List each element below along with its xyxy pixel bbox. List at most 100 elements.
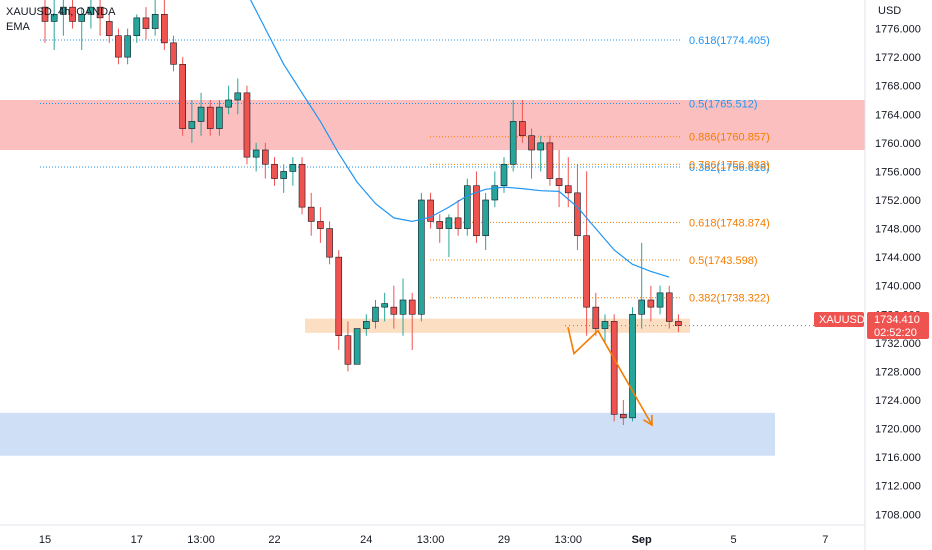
price-tick-label: 1760.000 — [875, 138, 921, 150]
price-tick-label: 1776.000 — [875, 24, 921, 36]
candle-body — [546, 142, 554, 179]
price-axis-currency-label: USD — [878, 5, 901, 17]
candle-body — [307, 206, 315, 222]
candle-body — [69, 6, 76, 22]
time-tick-label: Sep — [632, 534, 652, 546]
candle-body — [436, 221, 444, 229]
fib-label: 0.5(1765.512) — [689, 98, 758, 110]
current-price-badge: XAUUSD 1734.410 02:52:20 — [565, 312, 929, 339]
candle-body — [262, 149, 269, 165]
time-tick-label: 22 — [268, 534, 280, 546]
candle-body — [665, 292, 673, 322]
time-axis[interactable]: 15 17 13:00 22 24 13:00 29 13:00 Sep 5 7 — [39, 534, 828, 546]
price-tick-label: 1720.000 — [875, 424, 921, 436]
price-badge-value-bg — [867, 312, 929, 339]
price-tick-label: 1748.000 — [875, 224, 921, 236]
time-tick-label: 13:00 — [187, 534, 215, 546]
candle-body — [675, 321, 682, 326]
candle-body — [418, 199, 425, 315]
indicator-label-ema[interactable]: EMA — [6, 21, 30, 33]
candle-body — [280, 171, 287, 179]
fib-label: 0.886(1760.857) — [689, 132, 770, 144]
candle-body — [60, 6, 67, 15]
candle-body — [583, 235, 590, 308]
symbol-info: XAUUSD, 4h, OANDA — [6, 6, 116, 18]
price-tick-label: 1724.000 — [875, 395, 921, 407]
candle-body — [317, 221, 324, 229]
candle-body — [427, 199, 434, 222]
price-axis[interactable]: 1776.000 1772.000 1768.000 1764.000 1760.000… — [875, 24, 921, 522]
time-tick-label: 5 — [730, 534, 736, 546]
price-tick-label: 1752.000 — [875, 195, 921, 207]
candle-body — [445, 217, 453, 229]
price-tick-label: 1740.000 — [875, 281, 921, 293]
candle-body — [454, 217, 462, 229]
candle-body — [115, 35, 122, 58]
candle-body — [188, 121, 196, 129]
candle-body — [271, 163, 278, 179]
candle-body — [592, 306, 600, 329]
time-tick-label: 13:00 — [417, 534, 445, 546]
resistance-zone — [0, 100, 865, 150]
price-tick-label: 1712.000 — [875, 481, 921, 493]
candle-body — [179, 63, 186, 129]
price-badge-symbol: XAUUSD — [819, 314, 865, 326]
candle-body — [362, 321, 370, 329]
candle-body — [225, 99, 232, 108]
candle-body — [555, 178, 563, 187]
candle-body — [629, 313, 636, 419]
candle-body — [41, 6, 49, 22]
fib-levels: 0.618(1774.405) 0.5(1765.512) 0.382(1756.6… — [40, 35, 770, 305]
candle-body — [528, 135, 535, 151]
candle-body — [353, 328, 361, 365]
candle-body — [335, 256, 343, 337]
candle-body — [473, 185, 480, 237]
candle-body — [298, 163, 306, 208]
candle-body — [381, 303, 388, 308]
candle-body — [289, 163, 297, 172]
candle-body — [161, 13, 168, 44]
candle-body — [519, 121, 526, 137]
candles-layer — [41, 0, 682, 425]
candle-body — [96, 6, 104, 19]
fib-label: 0.5(1743.598) — [689, 255, 758, 267]
candle-body — [170, 42, 177, 65]
candle-body — [537, 142, 545, 151]
candle-body — [399, 299, 407, 315]
time-tick-label: 7 — [822, 534, 828, 546]
time-tick-label: 13:00 — [554, 534, 582, 546]
candle-body — [647, 299, 655, 308]
candle-body — [482, 199, 489, 237]
candle-body — [151, 13, 159, 29]
projection-arrow-path — [567, 326, 653, 426]
candle-body — [216, 106, 223, 129]
price-tick-label: 1716.000 — [875, 452, 921, 464]
candle-body — [509, 121, 517, 165]
projection-arrow-head — [643, 414, 653, 427]
candle-body — [197, 106, 205, 122]
candle-body — [500, 163, 508, 187]
price-badge-value: 1734.410 — [874, 314, 920, 326]
support-zone — [0, 412, 775, 456]
candle-body — [87, 6, 95, 15]
price-tick-label: 1764.000 — [875, 109, 921, 121]
candle-body — [234, 92, 242, 101]
candle-body — [372, 306, 379, 322]
candle-body — [142, 17, 150, 29]
ema-layer — [249, 0, 670, 278]
price-tick-label: 1768.000 — [875, 81, 921, 93]
price-tick-label: 1728.000 — [875, 366, 921, 378]
candle-body — [390, 306, 398, 315]
candle-body — [78, 13, 86, 22]
candle-body — [105, 21, 113, 37]
candle-body — [124, 35, 131, 58]
time-tick-label: 24 — [360, 534, 372, 546]
price-tick-label: 1708.000 — [875, 509, 921, 521]
candle-body — [656, 292, 664, 308]
price-badge-label-bg — [814, 312, 864, 327]
candle-body — [252, 149, 260, 158]
candle-body — [620, 413, 627, 419]
candle-body — [326, 228, 333, 258]
candle-body — [243, 92, 251, 158]
